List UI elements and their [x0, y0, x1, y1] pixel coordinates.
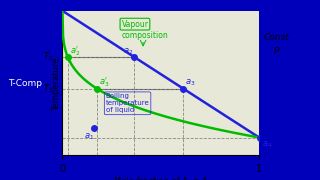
X-axis label: Mole fraction of A, z_A: Mole fraction of A, z_A — [114, 177, 208, 180]
Text: Vapour: Vapour — [122, 20, 148, 29]
Text: $a_1$: $a_1$ — [84, 131, 94, 142]
Text: composition: composition — [122, 31, 168, 40]
Text: $a_2$: $a_2$ — [123, 46, 133, 57]
Text: $T_3$: $T_3$ — [43, 82, 53, 95]
Text: $a_3'$: $a_3'$ — [99, 76, 109, 89]
Text: Boiling
temperature
of liquid: Boiling temperature of liquid — [106, 93, 149, 113]
Text: $a_3$: $a_3$ — [185, 78, 196, 88]
Text: $a_2'$: $a_2'$ — [70, 44, 80, 58]
Text: Const: Const — [264, 33, 290, 42]
Text: $a_4$: $a_4$ — [262, 139, 273, 150]
Text: T-Comp: T-Comp — [8, 79, 42, 88]
Y-axis label: Temperature,: Temperature, — [52, 55, 61, 111]
Text: $T_2$: $T_2$ — [43, 51, 53, 63]
Text: P: P — [274, 47, 279, 56]
